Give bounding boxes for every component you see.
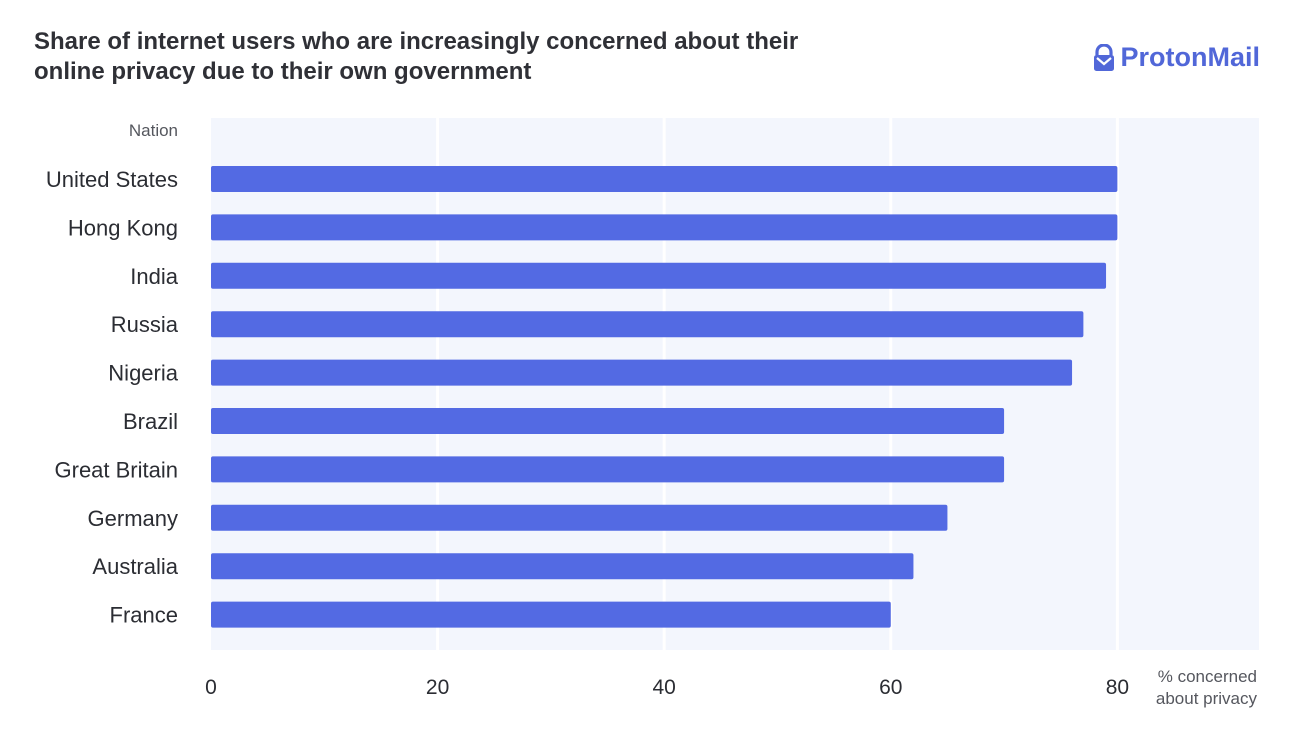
x-tick-label: 60	[879, 676, 902, 699]
bar	[211, 601, 891, 628]
x-tick-label: 80	[1106, 676, 1129, 699]
x-tick-label: 0	[205, 676, 217, 699]
x-tick-labels: 0 20 40 60 80	[205, 676, 1129, 699]
x-axis-label-line-1: % concerned	[1158, 667, 1257, 686]
bars	[211, 166, 1118, 628]
x-axis-label-line-2: about privacy	[1156, 689, 1258, 708]
category-label: India	[130, 264, 178, 289]
bar	[211, 553, 914, 580]
category-label: Nigeria	[108, 361, 178, 386]
protonmail-logo: ProtonMail	[1093, 42, 1261, 73]
category-label: Australia	[92, 554, 178, 579]
bar	[211, 262, 1107, 289]
category-label: Hong Kong	[68, 215, 178, 240]
bar	[211, 456, 1005, 483]
x-tick-label: 40	[653, 676, 676, 699]
bar	[211, 214, 1118, 241]
category-label: France	[110, 603, 178, 628]
bar	[211, 408, 1005, 434]
y-axis-label: Nation	[129, 121, 178, 140]
category-label: Germany	[88, 506, 178, 531]
chart-title: Share of internet users who are increasi…	[34, 28, 799, 85]
lock-icon	[1093, 43, 1114, 71]
category-label: Brazil	[123, 409, 178, 434]
bar	[211, 504, 948, 531]
bar	[211, 311, 1084, 338]
bar	[211, 359, 1073, 386]
category-label: Great Britain	[55, 457, 179, 482]
category-labels: United States Hong Kong India Russia Nigeria…	[46, 167, 179, 628]
x-tick-label: 20	[426, 676, 449, 699]
bar	[211, 166, 1118, 192]
category-label: Russia	[111, 312, 179, 337]
category-label: United States	[46, 167, 178, 192]
brand-name: ProtonMail	[1120, 42, 1261, 72]
